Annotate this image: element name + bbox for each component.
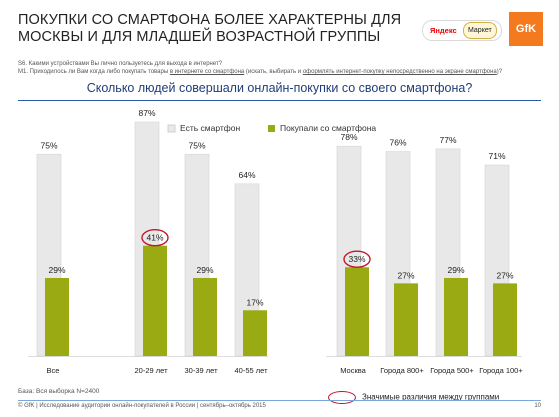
significance-circle <box>343 250 371 268</box>
yandex-logo-text: Яндекс <box>430 26 457 35</box>
title-line-1: ПОКУПКИ СО СМАРТФОНА БОЛЕЕ ХАРАКТЕРНЫ ДЛ… <box>18 12 402 28</box>
base-note: База: Вся выборка N=2400 <box>18 388 100 395</box>
category-label: Все <box>47 366 60 375</box>
bar-bought <box>345 267 369 356</box>
bar-bought <box>394 283 418 356</box>
legend-swatch-1 <box>268 125 275 132</box>
significance-oval-icon <box>328 391 356 404</box>
bar-bought <box>493 283 517 356</box>
footer-divider <box>18 400 541 401</box>
label-has-smartphone: 76% <box>389 138 406 148</box>
legend-label-0: Есть смартфон <box>180 123 240 133</box>
label-bought: 29% <box>196 265 213 275</box>
significance-circle <box>141 229 169 247</box>
label-bought: 29% <box>48 265 65 275</box>
label-has-smartphone: 75% <box>188 140 205 150</box>
bar-bought <box>243 310 267 356</box>
yandex-market-logo: Яндекс Маркет <box>422 20 502 41</box>
significance-label: Значимые различия между группами <box>362 392 500 402</box>
question-m1: M1. Приходилось ли Вам когда либо покупа… <box>18 69 503 75</box>
significance-legend: Значимые различия между группами <box>328 391 499 404</box>
bar-bought <box>444 277 468 356</box>
category-label: 40-55 лет <box>235 366 269 375</box>
bar-bought <box>143 245 167 356</box>
question-s6: S6. Какими устройствами Вы лично пользуе… <box>18 61 223 67</box>
chart-subtitle: Сколько людей совершали онлайн-покупки с… <box>86 81 473 95</box>
label-has-smartphone: 77% <box>439 135 456 145</box>
label-has-smartphone: 78% <box>340 132 357 142</box>
page-number: 10 <box>534 403 541 409</box>
label-has-smartphone: 64% <box>238 170 255 180</box>
gfk-logo: GfK <box>509 12 543 46</box>
category-label: Города 800+ <box>380 366 424 375</box>
category-label: 30-39 лет <box>185 366 219 375</box>
legend-label-1: Покупали со смартфона <box>280 123 376 133</box>
label-has-smartphone: 71% <box>488 151 505 161</box>
category-label: 20-29 лет <box>135 366 169 375</box>
subtitle-divider <box>18 100 541 101</box>
page-title: ПОКУПКИ СО СМАРТФОНА БОЛЕЕ ХАРАКТЕРНЫ ДЛ… <box>18 12 418 46</box>
label-bought: 27% <box>397 270 414 280</box>
bar-bought <box>45 277 69 356</box>
label-bought: 41% <box>146 233 163 243</box>
footer-copyright: © GfK | Исследование аудитории онлайн-по… <box>18 403 266 409</box>
label-has-smartphone: 75% <box>40 140 57 150</box>
title-line-2: МОСКВЫ И ДЛЯ МЛАДШЕЙ ВОЗРАСТНОЙ ГРУППЫ <box>18 29 381 45</box>
label-has-smartphone: 87% <box>138 108 155 118</box>
category-label: Города 100+ <box>479 366 523 375</box>
label-bought: 33% <box>348 254 365 264</box>
bar-bought <box>193 277 217 356</box>
category-label: Города 500+ <box>430 366 474 375</box>
category-label: Москва <box>340 366 366 375</box>
market-logo-text: Маркет <box>463 22 497 39</box>
label-bought: 27% <box>496 270 513 280</box>
label-bought: 17% <box>246 297 263 307</box>
label-bought: 29% <box>447 265 464 275</box>
legend-swatch-0 <box>167 124 176 133</box>
